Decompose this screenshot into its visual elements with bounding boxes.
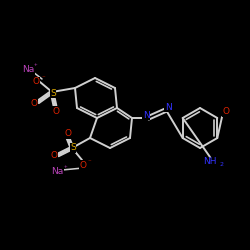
Text: O: O bbox=[30, 100, 38, 108]
Text: O: O bbox=[80, 160, 86, 170]
Text: O: O bbox=[64, 130, 71, 138]
Text: O: O bbox=[50, 150, 58, 160]
Text: Na: Na bbox=[51, 168, 63, 176]
Text: NH: NH bbox=[203, 158, 217, 166]
Text: O: O bbox=[32, 78, 40, 86]
Text: ⁻: ⁻ bbox=[41, 75, 45, 81]
Text: ⁺: ⁺ bbox=[33, 64, 37, 70]
Text: ⁺: ⁺ bbox=[63, 166, 67, 172]
Text: Na: Na bbox=[22, 66, 34, 74]
Text: 2: 2 bbox=[219, 162, 223, 166]
Text: N: N bbox=[164, 102, 172, 112]
Text: O: O bbox=[52, 106, 60, 116]
Text: S: S bbox=[70, 144, 76, 152]
Text: N: N bbox=[142, 110, 150, 120]
Text: ⁻: ⁻ bbox=[87, 159, 91, 165]
Text: O: O bbox=[222, 108, 230, 116]
Text: S: S bbox=[50, 88, 56, 98]
